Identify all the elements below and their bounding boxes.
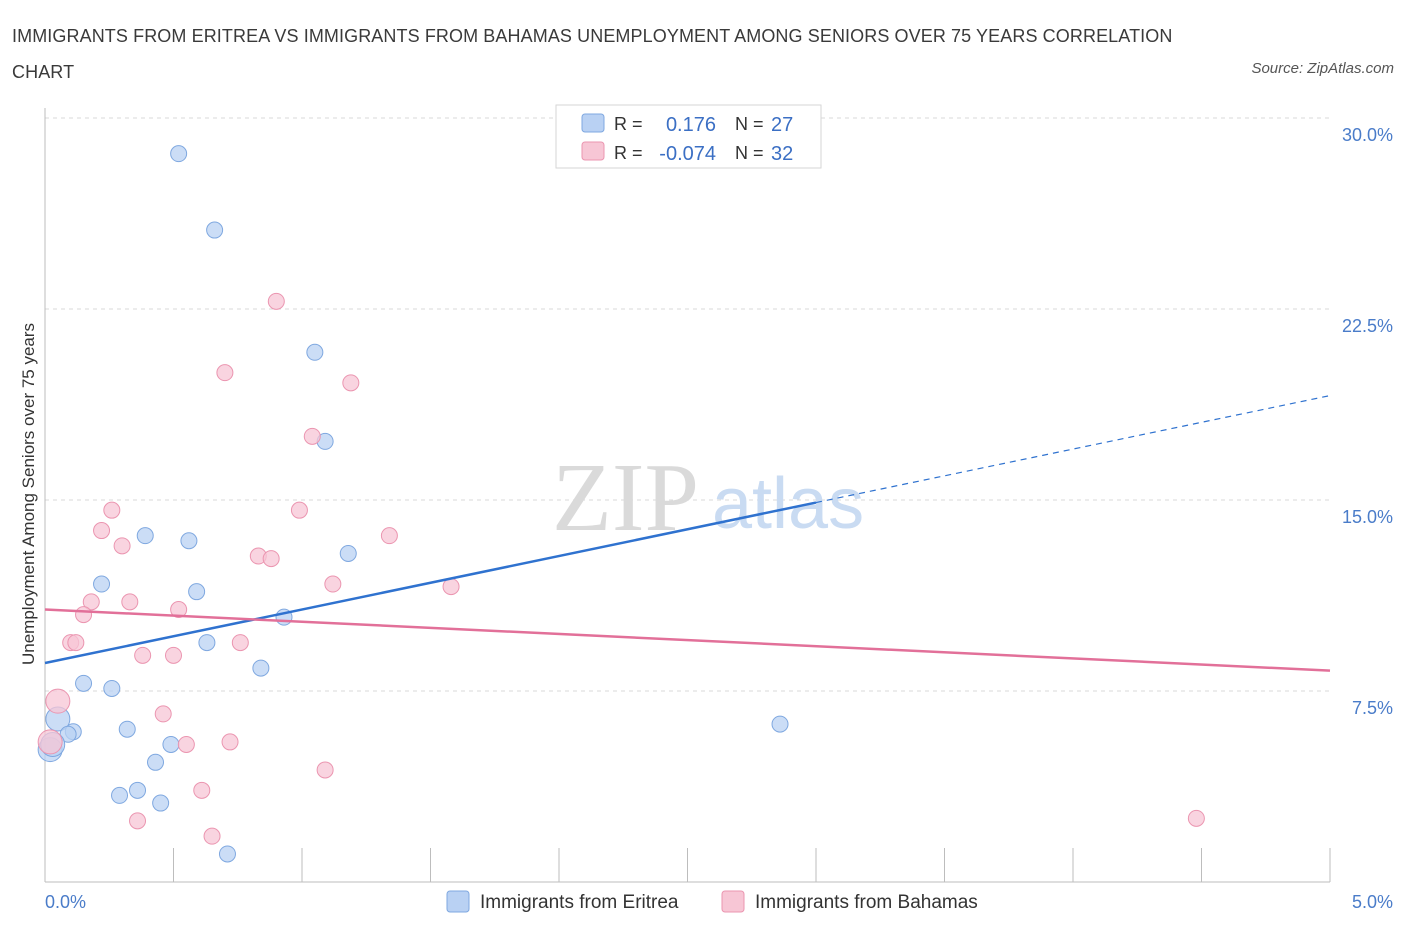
y-tick-label-3: 30.0% (1342, 125, 1393, 145)
trend-lines (44, 394, 1331, 672)
point-pink-5 (290, 501, 308, 519)
point-blue-26 (771, 715, 789, 733)
legend-n-label-1: N = (735, 114, 764, 134)
point-pink-29 (203, 827, 221, 845)
point-pink-0 (267, 292, 285, 310)
point-blue-6 (339, 544, 357, 562)
point-blue-10 (198, 634, 216, 652)
watermark: ZIP atlas (552, 444, 864, 552)
point-pink-21 (231, 634, 249, 652)
point-pink-31 (1187, 809, 1205, 827)
legend-r-value-2: -0.074 (659, 143, 716, 165)
point-pink-7 (113, 537, 131, 555)
point-blue-13 (103, 679, 121, 697)
point-blue-23 (129, 781, 147, 799)
trend-line-pink (44, 608, 1331, 672)
point-pink-28 (129, 812, 147, 830)
point-pink-8 (380, 527, 398, 545)
point-blue-25 (218, 845, 236, 863)
point-pink-4 (103, 501, 121, 519)
legend-n-label-2: N = (735, 143, 764, 163)
chart-title: IMMIGRANTS FROM ERITREA VS IMMIGRANTS FR… (12, 26, 1173, 82)
point-blue-8 (188, 583, 206, 601)
point-pink-20 (165, 646, 182, 664)
point-pink-27 (193, 781, 211, 799)
bottom-legend-swatch-blue (446, 890, 470, 913)
point-pink-25 (221, 733, 239, 751)
point-blue-18 (162, 735, 180, 753)
point-pink-6 (93, 522, 111, 540)
trend-line-blue (44, 501, 817, 665)
legend: R = 0.176 N = 27 R = -0.074 N = 32 (555, 104, 822, 169)
point-blue-2 (306, 343, 324, 361)
point-pink-2 (342, 374, 360, 392)
point-pink-26 (316, 761, 334, 779)
data-points (37, 145, 1205, 863)
bottom-legend-swatch-pink (721, 890, 745, 913)
point-pink-3 (303, 427, 321, 445)
point-blue-7 (93, 575, 111, 593)
source-label: Source: ZipAtlas.com (1251, 60, 1394, 77)
watermark-zip: ZIP (552, 444, 699, 552)
point-pink-11 (324, 575, 342, 593)
point-blue-22 (111, 786, 129, 804)
point-blue-1 (206, 221, 224, 239)
legend-swatch-pink (581, 141, 605, 161)
legend-n-value-2: 32 (771, 143, 793, 165)
legend-r-value-1: 0.176 (666, 114, 716, 136)
bottom-legend-label-bahamas[interactable]: Immigrants from Bahamas (755, 892, 978, 913)
point-pink-24 (177, 735, 195, 753)
legend-swatch-blue (581, 113, 605, 133)
bottom-legend-label-eritrea[interactable]: Immigrants from Eritrea (480, 892, 679, 913)
point-blue-0 (170, 145, 188, 163)
point-pink-1 (216, 364, 234, 382)
y-tick-label-2: 22.5% (1342, 316, 1393, 336)
point-blue-17 (118, 720, 136, 738)
watermark-atlas: atlas (712, 464, 864, 544)
y-tick-label-1: 15.0% (1342, 507, 1393, 527)
point-blue-16 (59, 725, 77, 743)
grid (45, 117, 1330, 692)
point-pink-12 (442, 578, 460, 596)
point-pink-22 (45, 688, 71, 714)
point-blue-24 (152, 794, 170, 812)
axes: 7.5% 15.0% 22.5% 30.0% 0.0% 5.0% (44, 108, 1393, 912)
point-blue-19 (147, 753, 165, 771)
x-tick-label-1: 5.0% (1352, 892, 1393, 912)
point-pink-10 (262, 550, 280, 568)
point-pink-18 (67, 634, 85, 652)
point-pink-16 (75, 606, 93, 624)
point-pink-30 (37, 729, 63, 755)
y-tick-label-0: 7.5% (1352, 698, 1393, 718)
bottom-legend: Immigrants from Eritrea Immigrants from … (446, 890, 978, 913)
point-pink-14 (121, 593, 139, 611)
trend-line-dashed-blue (815, 394, 1331, 504)
point-blue-11 (252, 659, 270, 677)
y-axis-label: Unemployment Among Seniors over 75 years (19, 323, 38, 665)
x-tick-label-0: 0.0% (45, 892, 86, 912)
point-blue-12 (75, 674, 93, 692)
point-blue-4 (136, 527, 154, 545)
point-pink-23 (154, 705, 172, 723)
legend-n-value-1: 27 (771, 114, 793, 136)
legend-r-label-2: R = (614, 143, 643, 163)
point-blue-5 (180, 532, 198, 550)
point-pink-19 (134, 646, 152, 664)
point-pink-15 (170, 601, 188, 619)
legend-r-label-1: R = (614, 114, 643, 134)
point-pink-13 (82, 593, 100, 611)
